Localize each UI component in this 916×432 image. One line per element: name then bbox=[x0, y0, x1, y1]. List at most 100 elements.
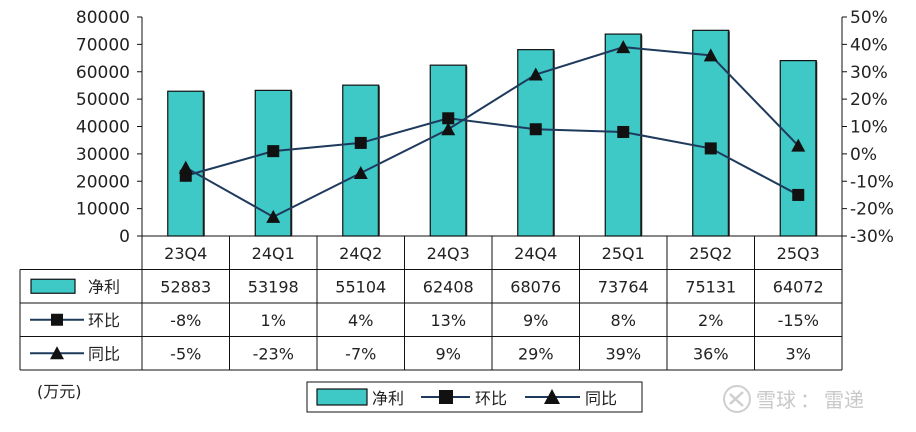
bar-shadow bbox=[552, 50, 555, 236]
legend-label: 同比 bbox=[585, 389, 617, 408]
data-label: 68076 bbox=[510, 277, 561, 296]
bar-shadow bbox=[815, 61, 818, 236]
yoy-point bbox=[703, 48, 718, 62]
bar-shadow bbox=[290, 91, 293, 236]
y-left-tick-label: 50000 bbox=[76, 90, 130, 110]
legend-key-marker bbox=[544, 389, 560, 404]
bar bbox=[342, 84, 380, 237]
qoq-point bbox=[442, 112, 455, 125]
y-right-tick-label: -20% bbox=[850, 200, 894, 220]
data-label: 52883 bbox=[160, 277, 211, 296]
y-right-tick-label: 20% bbox=[850, 90, 888, 110]
data-label: 53198 bbox=[248, 277, 299, 296]
yoy-point bbox=[178, 160, 193, 174]
qoq-point bbox=[792, 188, 805, 201]
data-label: 73764 bbox=[598, 277, 649, 296]
legend-label: 环比 bbox=[475, 389, 507, 408]
data-label: 64072 bbox=[773, 277, 824, 296]
category-label: 25Q2 bbox=[689, 244, 732, 263]
data-label: 4% bbox=[348, 311, 373, 330]
legend-key-bar bbox=[316, 388, 368, 406]
qoq-point bbox=[704, 142, 717, 155]
qoq-point bbox=[529, 123, 542, 136]
y-left-tick-label: 80000 bbox=[76, 8, 130, 28]
row-key-marker bbox=[50, 346, 64, 360]
y-left-tick-label: 70000 bbox=[76, 35, 130, 55]
category-label: 24Q4 bbox=[514, 244, 557, 263]
yoy-point bbox=[353, 166, 368, 180]
legend-label: 净利 bbox=[372, 389, 404, 408]
yoy-point bbox=[791, 138, 806, 152]
y-right-tick-label: 0% bbox=[850, 145, 877, 165]
data-label: 2% bbox=[698, 311, 723, 330]
y-left-tick-label: 60000 bbox=[76, 63, 130, 83]
bar bbox=[429, 64, 467, 237]
category-label: 23Q4 bbox=[164, 244, 207, 263]
lines-layer bbox=[178, 40, 806, 223]
y-left-tick-label: 30000 bbox=[76, 145, 130, 165]
category-label: 25Q1 bbox=[602, 244, 645, 263]
qoq-point bbox=[354, 136, 367, 149]
y-right-tick-label: 50% bbox=[850, 8, 888, 28]
data-label: 29% bbox=[518, 344, 554, 363]
data-label: 9% bbox=[523, 311, 548, 330]
category-label: 25Q3 bbox=[777, 244, 820, 263]
row-key-marker bbox=[51, 313, 63, 326]
category-label: 24Q1 bbox=[252, 244, 295, 263]
watermark-separator: ： bbox=[800, 388, 820, 412]
unit-label: (万元) bbox=[37, 382, 82, 401]
watermark-author: 雷递 bbox=[824, 388, 864, 412]
qoq-point bbox=[267, 145, 280, 158]
category-label: 24Q3 bbox=[427, 244, 470, 263]
data-label: 1% bbox=[261, 311, 286, 330]
bar-shadow bbox=[202, 92, 205, 236]
legend-key-marker bbox=[439, 390, 453, 404]
y-left-tick-label: 40000 bbox=[76, 118, 130, 138]
data-label: -5% bbox=[170, 344, 201, 363]
bars-layer bbox=[167, 29, 818, 237]
data-label: 62408 bbox=[423, 277, 474, 296]
y-left-tick-label: 10000 bbox=[76, 200, 130, 220]
axes-layer: 80000 70000 60000 50000 40000 30000 20000 10000… bbox=[76, 8, 894, 247]
bar-shadow bbox=[377, 86, 380, 236]
data-label: -7% bbox=[345, 344, 376, 363]
y-right-tick-label: 40% bbox=[850, 35, 888, 55]
xueqiu-logo-icon bbox=[723, 385, 751, 413]
data-label: 39% bbox=[605, 344, 641, 363]
y-right-tick-label: -30% bbox=[850, 227, 894, 247]
data-label: 9% bbox=[436, 344, 461, 363]
yoy-point bbox=[441, 122, 456, 136]
y-left-tick-label: 0 bbox=[119, 227, 130, 247]
data-label: -15% bbox=[778, 311, 819, 330]
row-header: 净利 bbox=[88, 277, 120, 296]
bar-shadow bbox=[727, 31, 730, 236]
y-right-tick-label: 30% bbox=[850, 63, 888, 83]
row-header: 同比 bbox=[88, 344, 120, 363]
watermark: 雪球 ： 雷递 bbox=[723, 385, 864, 413]
data-label: 13% bbox=[430, 311, 466, 330]
data-label: 36% bbox=[693, 344, 729, 363]
data-label: 55104 bbox=[335, 277, 386, 296]
yoy-point bbox=[616, 40, 631, 54]
data-label: 8% bbox=[611, 311, 636, 330]
watermark-brand: 雪球 bbox=[756, 388, 796, 412]
yoy-point bbox=[528, 67, 543, 81]
yoy-point bbox=[266, 209, 281, 223]
row-header: 环比 bbox=[88, 311, 120, 330]
series-line-qoq bbox=[185, 117, 799, 196]
data-label: 3% bbox=[786, 344, 811, 363]
y-right-tick-label: -10% bbox=[850, 172, 894, 192]
y-right-tick-label: 10% bbox=[850, 118, 888, 138]
data-label: -8% bbox=[170, 311, 201, 330]
series-line-yoy bbox=[185, 46, 799, 218]
y-left-tick-label: 20000 bbox=[76, 172, 130, 192]
data-label: -23% bbox=[253, 344, 294, 363]
bar-shadow bbox=[465, 66, 468, 236]
row-key-bar bbox=[30, 278, 76, 294]
bar bbox=[517, 49, 555, 237]
category-label: 24Q2 bbox=[339, 244, 382, 263]
data-label: 75131 bbox=[685, 277, 736, 296]
qoq-point bbox=[617, 125, 630, 138]
legend: 净利 环比 同比 bbox=[306, 381, 643, 413]
